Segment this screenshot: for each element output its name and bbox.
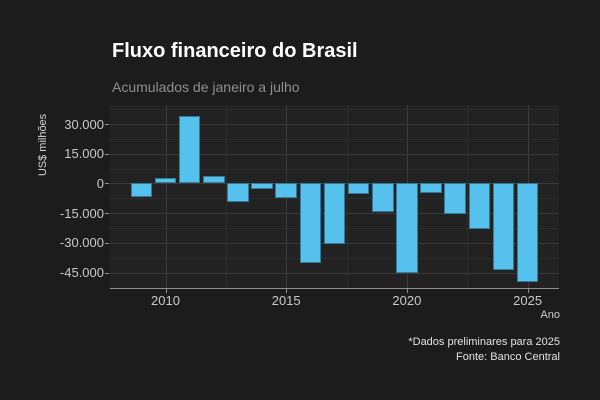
footnote: *Dados preliminares para 2025	[408, 336, 560, 348]
gridline-minor-h	[110, 109, 559, 111]
y-tick-mark	[105, 272, 109, 274]
gridline-minor-h	[110, 138, 559, 140]
bar-2024	[492, 183, 515, 270]
gridline-major-h	[110, 124, 559, 125]
y-tick-label: 0	[96, 175, 104, 191]
y-tick-label: -45.000	[59, 265, 104, 281]
gridline-minor-v	[225, 105, 227, 288]
x-tick-mark	[286, 289, 288, 293]
bar-2010	[154, 177, 177, 184]
y-tick-mark	[105, 242, 109, 244]
x-tick-mark	[406, 289, 408, 293]
bar-2025	[516, 183, 539, 283]
x-tick-label: 2010	[151, 293, 180, 308]
source-credit: Fonte: Banco Central	[456, 351, 560, 363]
chart-footer: *Dados preliminares para 2025 Fonte: Ban…	[408, 335, 560, 365]
bar-2016	[299, 183, 322, 263]
gridline-minor-v	[467, 105, 469, 288]
y-tick-label: 30.000	[64, 116, 104, 132]
x-tick-label: 2025	[513, 293, 543, 308]
bar-2020	[396, 183, 418, 274]
x-tick-mark	[165, 289, 167, 293]
gridline-major-v	[165, 105, 167, 288]
gridline-major-h	[110, 153, 559, 155]
chart-title: Fluxo financeiro do Brasil	[112, 40, 358, 62]
x-tick-mark	[527, 289, 529, 293]
gridline-minor-h	[110, 168, 559, 170]
x-axis-title: Ano	[540, 309, 560, 321]
bar-2015	[275, 183, 298, 199]
bar-2014	[251, 183, 273, 190]
y-tick-mark	[105, 183, 109, 185]
bar-2012	[202, 175, 225, 184]
y-tick-label: -15.000	[59, 205, 104, 221]
bar-2023	[468, 183, 491, 229]
y-tick-mark	[105, 153, 109, 155]
bar-2013	[227, 183, 249, 203]
bar-2018	[347, 183, 370, 195]
y-tick-mark	[105, 213, 109, 215]
x-tick-label: 2015	[271, 293, 301, 308]
x-axis-line	[110, 288, 559, 289]
bar-2022	[444, 183, 466, 215]
bar-2011	[178, 116, 201, 184]
plot-panel	[110, 105, 559, 288]
y-tick-label: -30.000	[59, 235, 104, 251]
gridline-minor-v	[346, 105, 348, 288]
gridline-minor-h	[110, 257, 559, 259]
bar-2009	[130, 183, 153, 198]
x-tick-label: 2020	[392, 293, 422, 308]
chart-subtitle: Acumulados de janeiro a julho	[112, 79, 300, 95]
gridline-major-h	[110, 272, 559, 274]
bar-2019	[371, 183, 394, 213]
bar-2021	[420, 183, 442, 194]
y-tick-label: 15.000	[64, 146, 104, 162]
y-tick-mark	[105, 124, 109, 125]
bar-2017	[323, 183, 346, 244]
